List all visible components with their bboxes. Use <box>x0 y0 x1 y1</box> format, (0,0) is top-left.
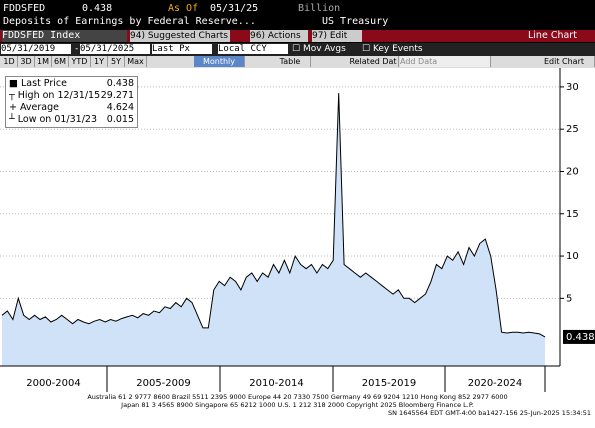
as-of: As Of <box>168 3 199 14</box>
mov-avgs-label: Mov Avgs <box>302 44 346 54</box>
legend-text: Low on 01/31/23 <box>17 114 97 125</box>
legend-row: ┴ Low on 01/31/23 0.015 <box>9 114 134 126</box>
actions-button[interactable]: 96) Actions <box>250 30 308 42</box>
period-button[interactable]: YTD <box>69 56 91 67</box>
period-button[interactable]: 1Y <box>91 56 108 67</box>
last-price-label: 0.438 <box>566 332 595 343</box>
related-data[interactable]: Related Dat <box>348 56 399 67</box>
period-button[interactable]: 1D <box>1 56 18 67</box>
period-button[interactable]: 6M <box>52 56 69 67</box>
period-button[interactable]: 5Y <box>108 56 125 67</box>
legend-label: ┬ High on 12/31/15 <box>9 90 101 101</box>
footer-line: SN 1645564 EDT GMT-4:00 ba1427-156 25-Ju… <box>388 409 591 417</box>
as-of-date: 05/31/25 <box>210 3 259 14</box>
add-data[interactable]: Add Data <box>400 56 491 67</box>
unit: Billion <box>298 3 341 14</box>
x-period-label: 2010-2014 <box>249 378 304 389</box>
y-tick-label: 15 <box>566 209 579 220</box>
y-tick-label: 30 <box>566 82 579 93</box>
security[interactable]: FDDSFED Index <box>2 30 127 42</box>
y-tick-label: 5 <box>566 293 572 304</box>
table-button[interactable]: Table <box>270 56 311 67</box>
key-events-label: Key Events <box>372 44 423 54</box>
edit-button[interactable]: 97) Edit <box>312 30 362 42</box>
line <box>1 93 546 338</box>
legend: ■ Last Price 0.438 ┬ High on 12/31/15 29.27… <box>5 76 138 128</box>
legend-text: Average <box>19 102 59 113</box>
last-price-box <box>563 329 595 344</box>
legend-row: ■ Last Price 0.438 <box>9 78 134 90</box>
end-date[interactable]: 05/31/2025 <box>80 44 150 54</box>
x-period-label: 2015-2019 <box>362 378 417 389</box>
legend-value: 0.015 <box>106 114 134 125</box>
key-events[interactable]: ☐ Key Events <box>362 44 423 54</box>
field[interactable]: Last Px <box>152 44 212 54</box>
legend-text: High on 12/31/15 <box>17 90 101 101</box>
x-period-label: 2000-2004 <box>26 378 81 389</box>
legend-row: + Average 4.624 <box>9 102 134 114</box>
y-tick-label: 20 <box>566 166 579 177</box>
legend-row: ┬ High on 12/31/15 29.271 <box>9 90 134 102</box>
legend-value: 0.438 <box>106 78 134 89</box>
period-button[interactable]: 3D <box>18 56 35 67</box>
legend-text: Last Price <box>21 78 67 89</box>
chart-kind[interactable]: Line Chart <box>528 30 577 41</box>
area <box>2 93 545 366</box>
description: Deposits of Earnings by Federal Reserve.… <box>3 16 256 27</box>
legend-label: + Average <box>9 102 59 113</box>
period-button[interactable]: Max <box>125 56 147 67</box>
footer-line: Japan 81 3 4565 8900 Singapore 65 6212 1… <box>121 401 474 409</box>
suggested-button[interactable]: 94) Suggested Charts <box>130 30 230 42</box>
period-button[interactable]: 1M <box>35 56 52 67</box>
x-period-label: 2020-2024 <box>468 378 523 389</box>
ticker: FDDSFED <box>3 3 46 14</box>
frequency[interactable]: Monthly <box>194 56 245 67</box>
price: 0.438 <box>82 3 113 14</box>
mov-avgs[interactable]: ☐ Mov Avgs <box>292 44 346 54</box>
footer: Australia 61 2 9777 8600 Brazil 5511 239… <box>0 393 595 428</box>
source: US Treasury <box>322 16 389 27</box>
legend-value: 4.624 <box>106 102 134 113</box>
legend-value: 29.271 <box>100 90 134 101</box>
y-tick-label: 10 <box>566 251 579 262</box>
legend-label: ■ Last Price <box>9 78 67 89</box>
edit-chart[interactable]: Edit Chart <box>534 56 595 67</box>
start-date[interactable]: 05/31/2019 <box>1 44 71 54</box>
currency[interactable]: Local CCY <box>218 44 288 54</box>
footer-line: Australia 61 2 9777 8600 Brazil 5511 239… <box>87 393 508 401</box>
legend-label: ┴ Low on 01/31/23 <box>9 114 97 125</box>
x-period-label: 2005-2009 <box>136 378 191 389</box>
y-tick-label: 25 <box>566 124 579 135</box>
